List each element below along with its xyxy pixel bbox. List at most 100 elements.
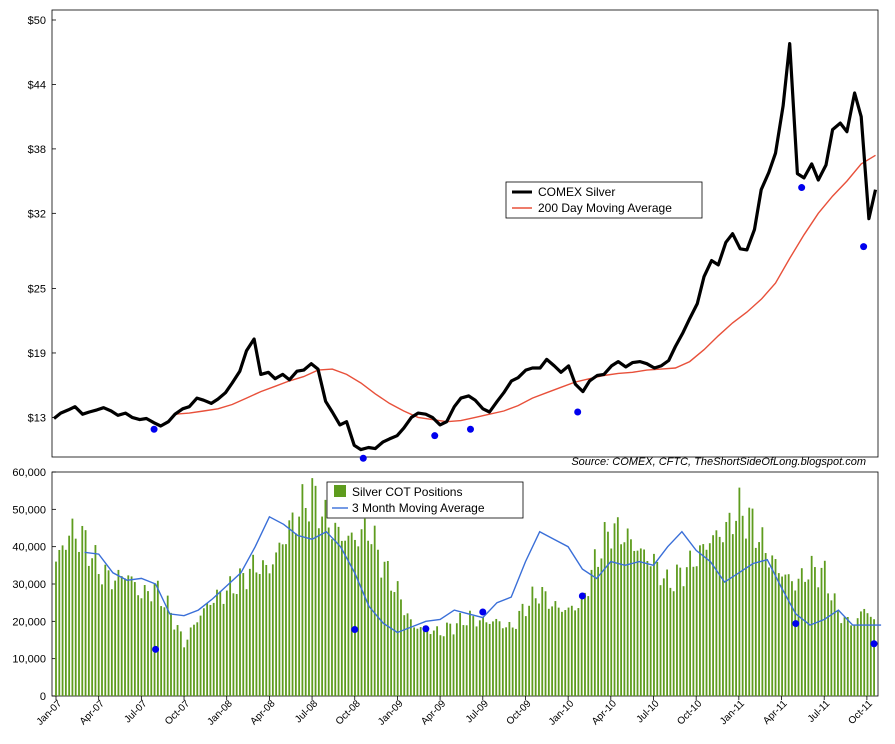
cot-positions-bar	[620, 544, 622, 696]
cot-positions-bar	[281, 544, 284, 696]
cot-positions-bar	[120, 576, 123, 696]
cot-positions-bar	[705, 549, 708, 696]
cot-positions-bar	[403, 615, 406, 696]
cot-positions-bar	[370, 544, 373, 696]
cot-positions-bar	[472, 616, 475, 696]
cot-positions-bar	[731, 534, 734, 696]
cot-positions-bar	[669, 587, 672, 696]
cot-positions-bar	[547, 608, 550, 696]
cot-positions-bar	[71, 518, 74, 696]
cot-positions-bar	[564, 610, 567, 696]
cot-positions-bar	[784, 574, 787, 696]
cot-positions-bar	[413, 627, 416, 696]
x-tick-label: Jan-08	[205, 698, 235, 728]
cot-positions-bar	[511, 627, 514, 696]
top-y-tick-label: $32	[28, 208, 46, 220]
cot-positions-bar	[462, 625, 465, 696]
cot-positions-bar	[367, 540, 370, 696]
cot-positions-bar	[436, 626, 439, 696]
cot-positions-bar	[597, 566, 599, 696]
cot-positions-bar	[685, 567, 688, 696]
cot-positions-panel: 0 10,000 20,000 30,000 40,000 50,000 60,000 Jan…	[12, 467, 882, 728]
cot-positions-bar	[797, 578, 800, 696]
cot-positions-bar	[285, 544, 287, 696]
cot-positions-bar	[373, 525, 376, 696]
cot-positions-bar	[820, 567, 823, 696]
top-y-tick-label: $44	[28, 79, 46, 91]
x-tick-label: Jan-11	[718, 698, 747, 727]
top-legend-box	[505, 181, 703, 219]
cot-positions-bar	[101, 584, 103, 696]
cot-positions-bar	[321, 516, 324, 696]
cot-positions-bar	[117, 569, 120, 696]
cot-positions-bar	[607, 531, 609, 696]
cot-positions-bar	[446, 622, 448, 696]
cot-positions-bar	[630, 539, 632, 696]
bottom-buy-signal-point	[792, 620, 800, 628]
series-comex-silver-line	[52, 42, 878, 452]
x-tick-label: Oct-08	[334, 698, 363, 727]
cot-positions-bar	[603, 522, 606, 696]
cot-positions-bar	[590, 569, 593, 696]
cot-positions-bar	[708, 543, 711, 696]
top-buy-signal-point	[431, 432, 439, 440]
bottom-buy-signal-point	[152, 645, 160, 653]
cot-positions-bar	[623, 542, 626, 696]
series-3-month-moving-average-line	[84, 515, 882, 634]
x-tick-label: Oct-07	[163, 698, 192, 727]
cot-positions-bar	[61, 545, 64, 696]
cot-positions-bar	[252, 554, 255, 696]
cot-positions-bar	[419, 627, 422, 696]
cot-positions-bar	[68, 535, 71, 696]
cot-positions-bar	[735, 520, 737, 696]
cot-positions-bar	[331, 539, 333, 696]
cot-positions-bar	[613, 523, 616, 696]
cot-positions-bar	[853, 625, 856, 696]
cot-positions-bar	[754, 547, 757, 696]
bottom-buy-signal-point	[351, 626, 359, 634]
cot-positions-bar	[432, 630, 435, 696]
cot-positions-bar	[830, 600, 833, 696]
cot-positions-bar	[702, 544, 705, 696]
cot-positions-bar	[137, 595, 140, 696]
cot-positions-bar	[554, 601, 557, 696]
cot-positions-bar	[570, 605, 573, 696]
cot-positions-bar	[242, 573, 245, 696]
cot-positions-bar	[55, 561, 57, 696]
x-tick-label: Apr-11	[761, 698, 790, 727]
cot-positions-bar	[74, 538, 77, 696]
x-tick-label: Jan-10	[547, 698, 577, 728]
cot-positions-bar	[580, 595, 583, 696]
cot-positions-bar	[383, 561, 386, 696]
cot-positions-bar	[777, 573, 780, 696]
cot-positions-bar	[288, 520, 291, 696]
cot-positions-bar	[699, 545, 701, 696]
x-tick-label: Jul-07	[122, 698, 149, 725]
bottom-y-tick-label: 0	[40, 691, 46, 703]
source-note: Source: COMEX, CFTC, TheShortSideOfLong.…	[571, 456, 866, 468]
cot-positions-bar	[170, 612, 172, 696]
cot-positions-bar	[124, 578, 126, 696]
cot-positions-bar	[774, 559, 777, 696]
cot-positions-bar	[662, 578, 665, 696]
cot-positions-bar	[833, 593, 836, 696]
cot-positions-bar	[738, 487, 741, 696]
cot-positions-bar	[173, 629, 176, 696]
cot-positions-bar	[771, 555, 774, 696]
cot-positions-bar	[643, 549, 645, 696]
cot-positions-bar	[248, 568, 251, 696]
cot-positions-bar	[814, 567, 816, 696]
cot-positions-bar	[495, 618, 498, 696]
cot-positions-bar	[147, 591, 149, 696]
cot-positions-bar	[722, 542, 724, 696]
x-tick-label: Jul-11	[806, 698, 833, 725]
cot-positions-bar	[593, 549, 596, 696]
cot-positions-bar	[216, 589, 218, 696]
cot-positions-bar	[817, 587, 820, 696]
bottom-y-tick-label: 60,000	[12, 467, 46, 479]
cot-positions-bar	[728, 512, 731, 696]
cot-positions-bar	[781, 576, 783, 696]
cot-positions-bar	[863, 608, 866, 696]
cot-positions-bar	[761, 527, 764, 696]
bottom-y-tick-label: 20,000	[12, 616, 46, 628]
